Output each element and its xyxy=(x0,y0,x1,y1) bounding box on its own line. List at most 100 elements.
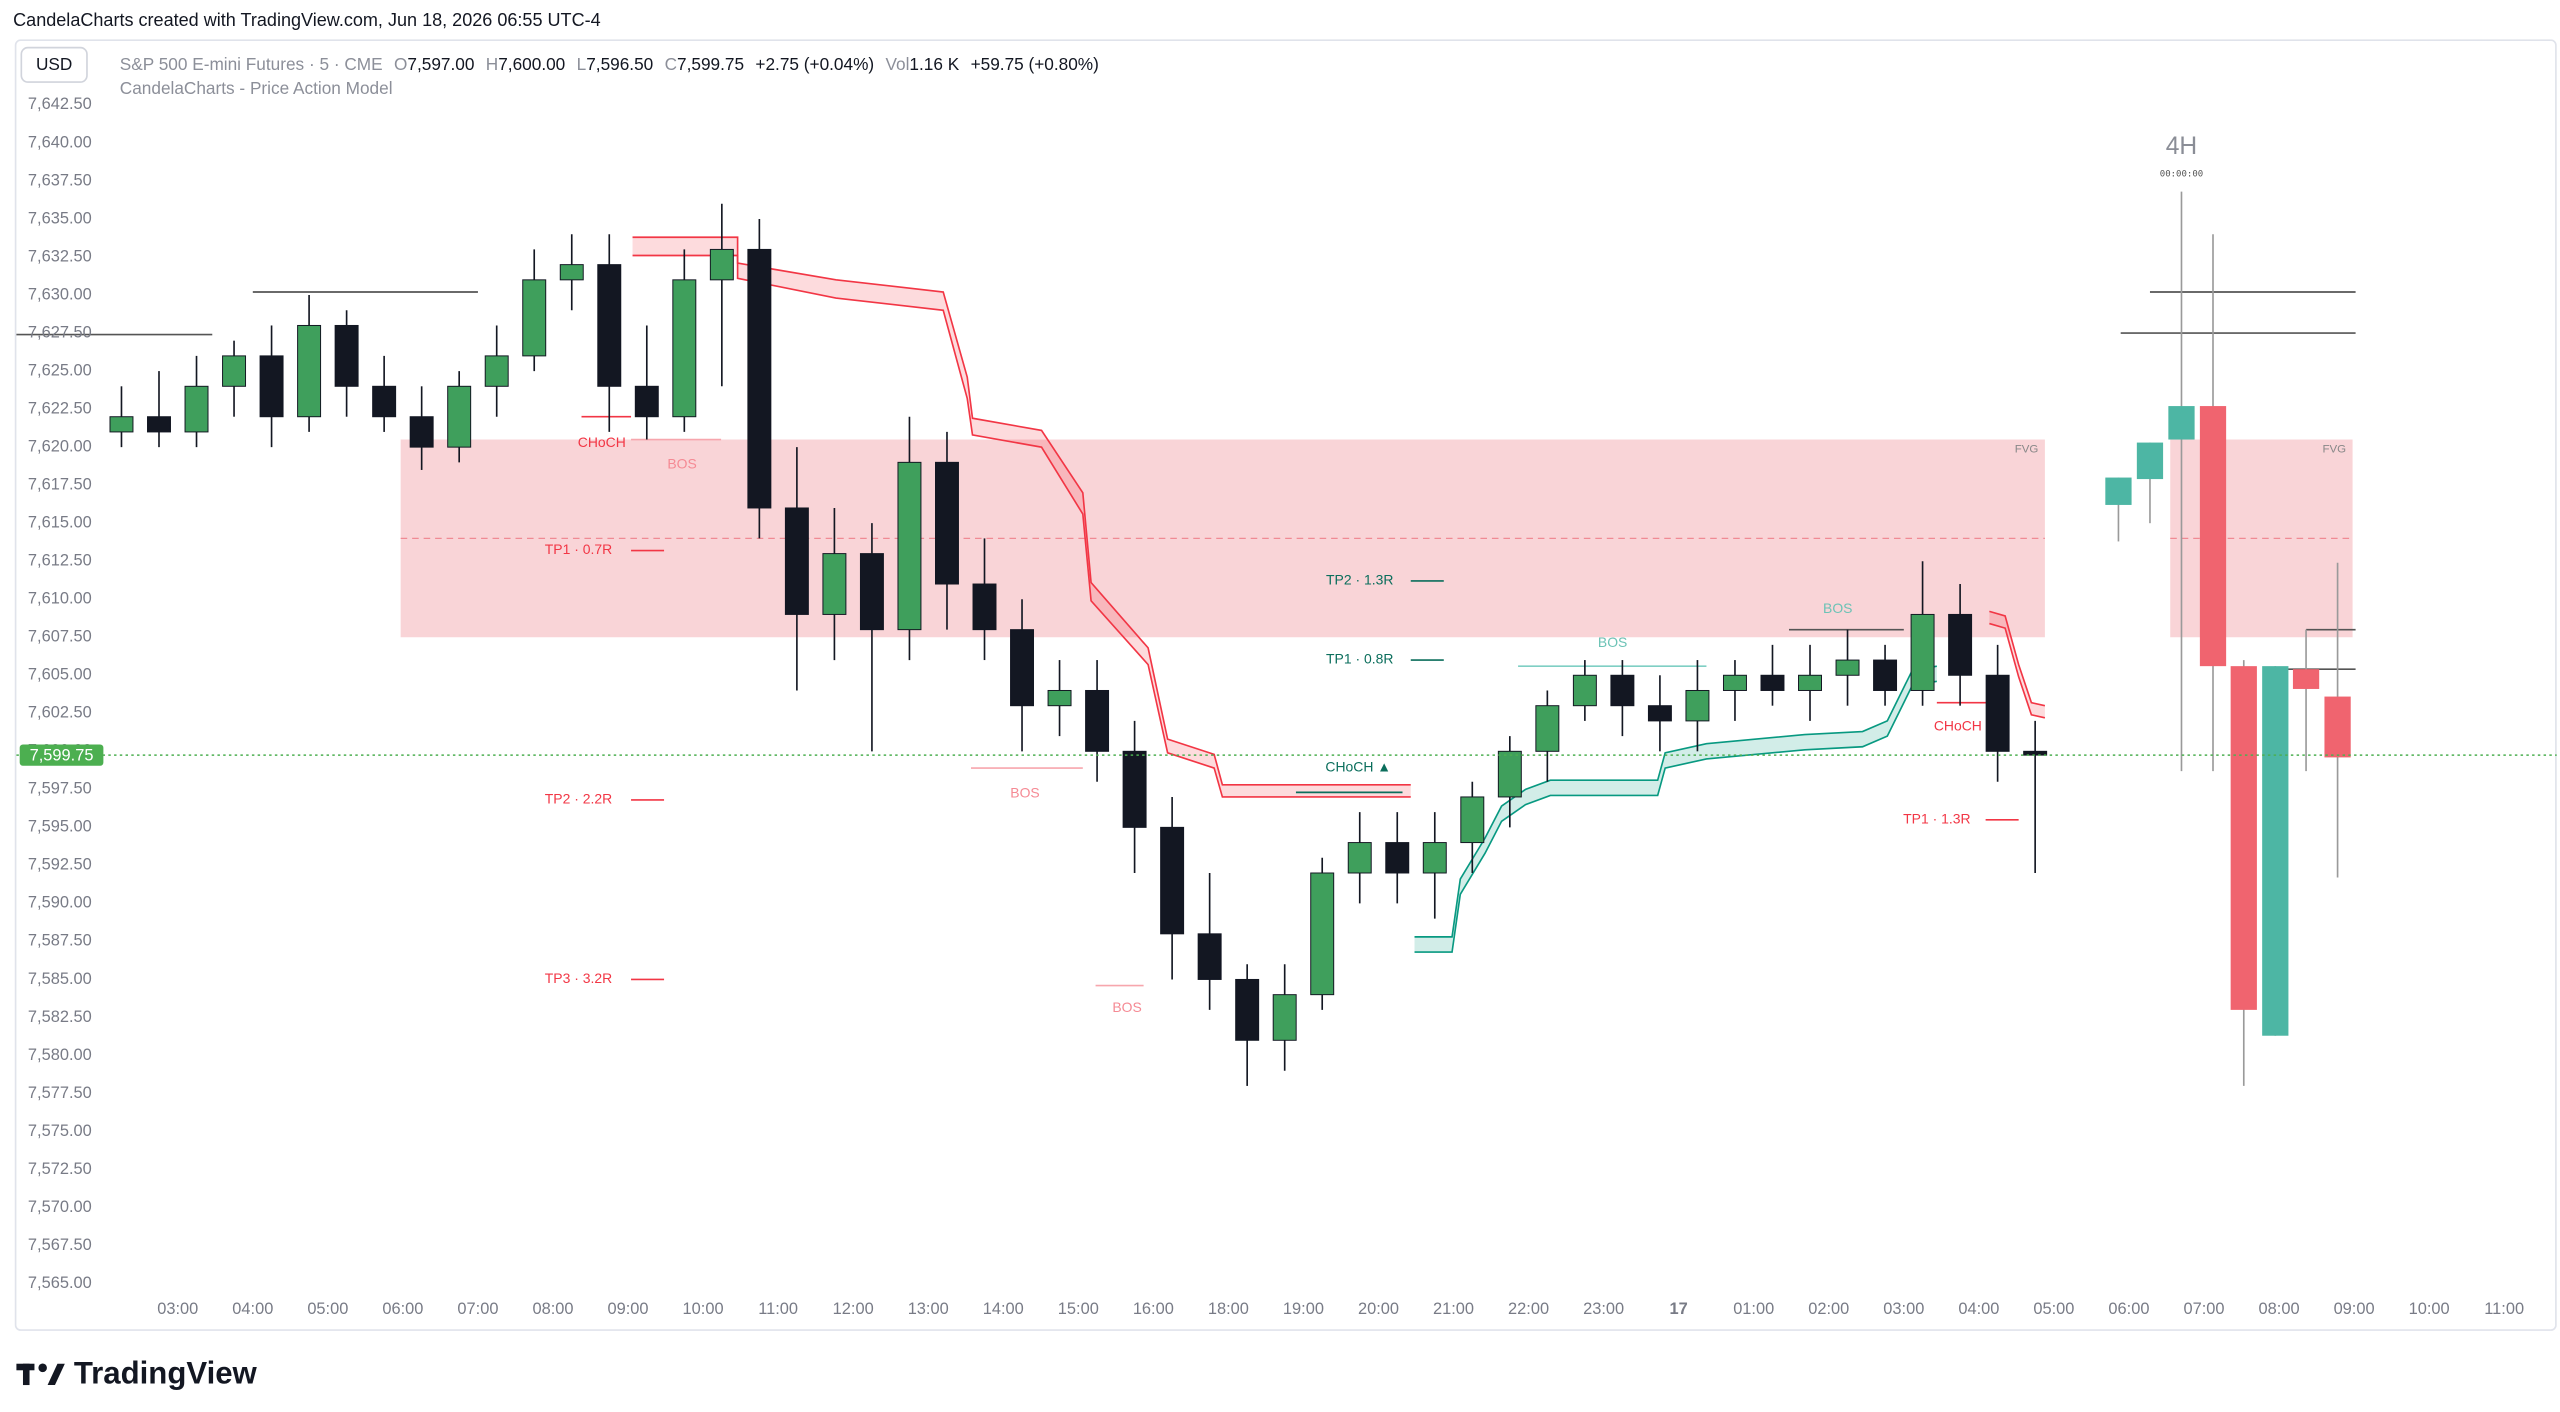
candle-body xyxy=(1197,933,1222,980)
y-tick-label: 7,640.00 xyxy=(28,133,92,151)
x-tick-label: 05:00 xyxy=(307,1300,348,1318)
candle-body xyxy=(1160,826,1185,935)
x-tick-label: 08:00 xyxy=(532,1300,573,1318)
vol-value: 1.16 K xyxy=(909,53,959,73)
candle-body xyxy=(672,279,697,418)
y-tick-label: 7,590.00 xyxy=(28,894,92,912)
candle-body xyxy=(259,355,284,418)
y-tick-label: 7,592.50 xyxy=(28,856,92,874)
candle-body xyxy=(2105,477,2132,505)
h-value: 7,600.00 xyxy=(498,53,565,73)
x-tick-label: 07:00 xyxy=(457,1300,498,1318)
y-tick-label: 7,627.50 xyxy=(28,323,92,341)
band-fill xyxy=(1989,611,2045,718)
band-upper xyxy=(1989,610,2046,707)
candle-body xyxy=(1010,629,1035,707)
vol-label: Vol xyxy=(885,53,909,73)
y-tick-label: 7,582.50 xyxy=(28,1008,92,1026)
annotation: TP2 · 1.3R xyxy=(1326,572,1393,588)
candle-body xyxy=(1572,674,1597,707)
candle-body xyxy=(1985,674,2010,752)
annotation: BOS xyxy=(1823,600,1852,616)
annotation: BOS xyxy=(1112,999,1141,1015)
x-tick-label: 03:00 xyxy=(1883,1300,1924,1318)
candle-body xyxy=(1535,705,1560,752)
plot: FVG FVG CHoCH BOS TP1 · 0.7R TP2 · 2.2R TP3 · … xyxy=(16,95,2557,1318)
x-tick-label: 04:00 xyxy=(232,1300,273,1318)
x-tick-label: 22:00 xyxy=(1508,1300,1549,1318)
last-price-box xyxy=(19,744,104,766)
candle-body xyxy=(109,416,134,433)
annotation: TP1 · 1.3R xyxy=(1903,810,1970,826)
candle-body xyxy=(2199,406,2227,667)
x-tick-label: 03:00 xyxy=(157,1300,198,1318)
candle-body xyxy=(1385,842,1410,874)
y-tick-label: 7,632.50 xyxy=(28,247,92,265)
candle-body xyxy=(747,248,772,509)
candle-body xyxy=(1722,674,1747,691)
x-tick-label: 21:00 xyxy=(1433,1300,1474,1318)
y-tick-label: 7,565.00 xyxy=(28,1274,92,1292)
indicator-name[interactable]: CandelaCharts - Price Action Model xyxy=(120,78,393,98)
band-upper xyxy=(1414,665,1937,938)
x-tick-label: 08:00 xyxy=(2259,1300,2300,1318)
candle-body xyxy=(147,416,171,433)
change: +2.75 (+0.04%) xyxy=(755,53,874,73)
y-tick-label: 7,605.00 xyxy=(28,666,92,684)
y-tick-label: 7,610.00 xyxy=(28,590,92,608)
l-value: 7,596.50 xyxy=(586,53,653,73)
htf-label: 4H xyxy=(2166,133,2197,160)
y-tick-label: 7,630.00 xyxy=(28,285,92,303)
c-label: C xyxy=(665,53,677,73)
candle-body xyxy=(634,385,659,418)
x-tick-label: 04:00 xyxy=(1958,1300,1999,1318)
candle-body xyxy=(334,324,359,387)
candle-body xyxy=(822,553,847,615)
x-tick-label: 10:00 xyxy=(683,1300,724,1318)
candle-body xyxy=(1760,674,1785,691)
x-tick-label: 09:00 xyxy=(608,1300,649,1318)
last-price-label: 7,599.75 xyxy=(30,746,94,764)
currency[interactable]: USD xyxy=(36,54,72,74)
y-tick-label: 7,622.50 xyxy=(28,399,92,417)
logo-text[interactable]: TradingView xyxy=(74,1355,258,1390)
annotation: CHoCH xyxy=(1934,718,1982,734)
y-tick-label: 7,570.00 xyxy=(28,1198,92,1216)
candle-body xyxy=(935,461,959,585)
band-lower xyxy=(1414,680,1937,953)
x-tick-label: 02:00 xyxy=(1808,1300,1849,1318)
candle-body xyxy=(297,324,322,418)
fvg-label: FVG xyxy=(2322,443,2346,455)
logo-icon xyxy=(16,1363,65,1386)
annotation: TP1 · 0.7R xyxy=(545,541,612,557)
x-tick-label: 18:00 xyxy=(1208,1300,1249,1318)
x-tick-label: 10:00 xyxy=(2409,1300,2450,1318)
x-tick-label: 23:00 xyxy=(1583,1300,1624,1318)
l-label: L xyxy=(577,53,587,73)
y-tick-label: 7,575.00 xyxy=(28,1122,92,1140)
candle-body xyxy=(2324,696,2351,758)
candle-body xyxy=(859,553,884,631)
y-tick-label: 7,567.50 xyxy=(28,1236,92,1254)
x-tick-label: 09:00 xyxy=(2334,1300,2375,1318)
htf-timer: 00:00:00 xyxy=(2160,169,2203,179)
annotation: CHoCH xyxy=(578,434,626,450)
candle-body xyxy=(484,355,509,387)
x-tick-label: 16:00 xyxy=(1133,1300,1174,1318)
candle-body xyxy=(1647,705,1672,722)
x-tick-label: 17 xyxy=(1670,1300,1688,1318)
y-tick-label: 7,607.50 xyxy=(28,628,92,646)
band-lower xyxy=(1989,622,2046,719)
candle-body xyxy=(1347,842,1372,874)
chart-frame xyxy=(14,39,2557,1331)
candle-body xyxy=(184,385,209,433)
currency-button[interactable] xyxy=(20,46,88,83)
candle-body xyxy=(447,385,472,448)
candle-body xyxy=(2230,666,2257,1010)
y-tick-label: 7,625.00 xyxy=(28,361,92,379)
candle-body xyxy=(1310,872,1335,996)
y-tick-label: 7,577.50 xyxy=(28,1084,92,1102)
candle-body xyxy=(1873,659,1898,691)
